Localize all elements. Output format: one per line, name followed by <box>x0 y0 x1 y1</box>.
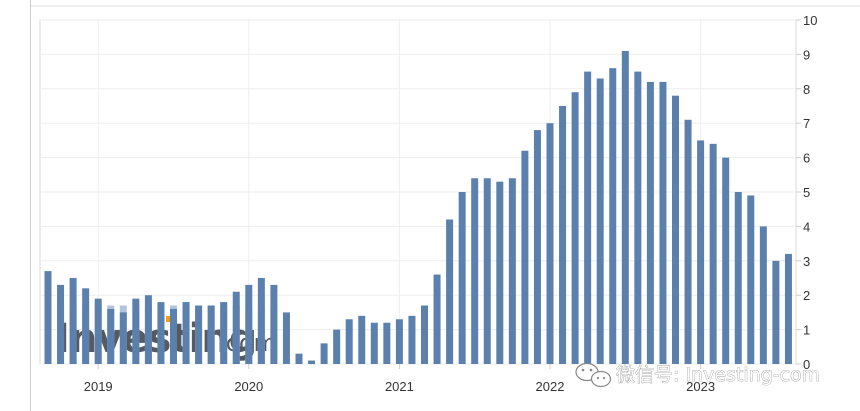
wechat-overlay: 微信号: Investing-com <box>575 362 820 388</box>
bar <box>270 284 278 364</box>
bar <box>358 315 366 364</box>
bar <box>295 353 303 364</box>
x-axis: 2019 2020 2021 2022 2023 <box>84 364 715 394</box>
bar <box>220 302 228 364</box>
data-bars <box>44 50 792 365</box>
bar <box>207 305 215 364</box>
bar <box>421 305 428 364</box>
x-tick-label: 2023 <box>686 379 715 394</box>
bar <box>584 71 592 364</box>
bar <box>308 360 316 364</box>
bar <box>521 150 529 364</box>
y-tick-label: 1 <box>803 323 810 338</box>
y-tick-label: 8 <box>803 82 810 97</box>
bar <box>546 123 554 364</box>
bar <box>320 343 328 364</box>
bar <box>734 192 742 364</box>
bar <box>433 274 441 364</box>
bar <box>257 278 265 364</box>
x-tick-label: 2021 <box>385 379 414 394</box>
bar <box>69 278 77 364</box>
bar <box>383 322 391 364</box>
y-tick-label: 6 <box>803 151 810 166</box>
bar <box>759 226 767 364</box>
bar <box>157 302 165 364</box>
bar <box>282 312 290 364</box>
bar <box>609 68 617 364</box>
bar <box>496 181 504 364</box>
wechat-id-text: 微信号: Investing-com <box>616 364 820 386</box>
bar <box>170 308 177 364</box>
bar <box>408 315 416 364</box>
x-tick-label: 2019 <box>84 379 113 394</box>
bar <box>345 319 353 364</box>
frame <box>30 0 860 411</box>
bar <box>44 271 52 364</box>
bar <box>333 329 341 364</box>
y-tick-label: 10 <box>803 13 817 28</box>
bar <box>471 178 479 364</box>
bar <box>82 288 90 364</box>
bar <box>571 92 579 365</box>
bar <box>747 195 755 364</box>
bar <box>94 298 102 364</box>
y-tick-label: 3 <box>803 254 810 269</box>
bar <box>132 298 140 364</box>
bar <box>559 106 567 364</box>
bar <box>508 178 516 364</box>
bar <box>458 192 466 364</box>
bar <box>395 319 403 364</box>
bar <box>245 284 253 364</box>
bar <box>697 140 705 364</box>
bar <box>709 143 717 364</box>
wechat-icon <box>575 362 612 388</box>
bar <box>621 50 629 365</box>
bar <box>646 81 654 365</box>
bar <box>144 295 152 364</box>
y-tick-label: 4 <box>803 219 810 234</box>
bar <box>57 284 65 364</box>
bar <box>634 71 642 364</box>
bar <box>107 308 115 364</box>
bar <box>182 302 190 364</box>
bar <box>483 178 491 364</box>
x-tick-label: 2020 <box>234 379 263 394</box>
bar <box>533 130 541 364</box>
bar <box>119 312 127 364</box>
bar <box>684 119 692 364</box>
bar <box>722 157 730 364</box>
y-axis: 0 1 2 3 4 5 6 7 8 9 10 <box>796 13 817 372</box>
y-tick-label: 0 <box>803 357 810 372</box>
bar <box>596 78 604 364</box>
bar <box>784 253 792 364</box>
bar <box>659 81 667 365</box>
watermark-accent <box>166 316 172 322</box>
bar <box>195 305 203 364</box>
bar <box>446 219 454 364</box>
y-tick-label: 9 <box>803 47 810 62</box>
y-tick-label: 2 <box>803 288 810 303</box>
bar <box>672 95 679 365</box>
y-tick-label: 7 <box>803 116 810 131</box>
y-tick-label: 5 <box>803 185 810 200</box>
bar <box>370 322 378 364</box>
x-tick-label: 2022 <box>536 379 565 394</box>
bar <box>772 260 780 364</box>
bar <box>232 291 240 364</box>
